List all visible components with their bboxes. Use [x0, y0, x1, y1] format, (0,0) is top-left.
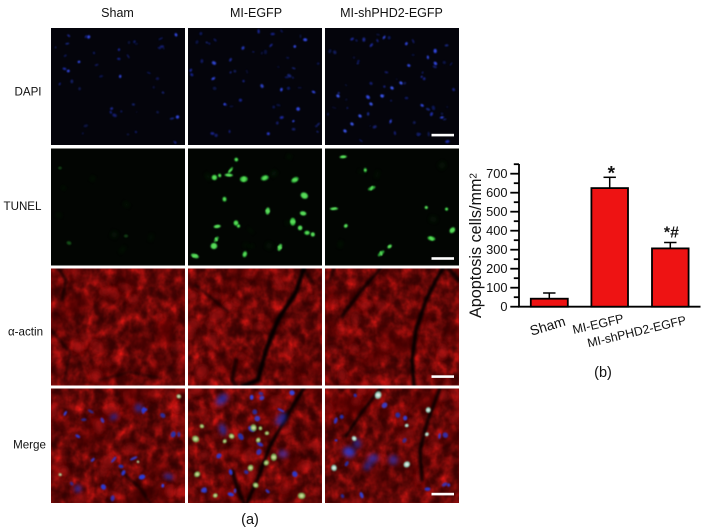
svg-text:600: 600: [486, 185, 507, 200]
svg-text:*#: *#: [664, 225, 679, 242]
svg-text:0: 0: [500, 299, 507, 314]
svg-text:α-actin: α-actin: [8, 326, 43, 339]
svg-text:700: 700: [486, 166, 507, 181]
svg-text:MI-EGFP: MI-EGFP: [230, 6, 282, 20]
svg-text:300: 300: [486, 242, 507, 257]
svg-text:*: *: [608, 164, 616, 185]
svg-text:(a): (a): [241, 512, 259, 528]
svg-text:400: 400: [486, 223, 507, 238]
svg-text:500: 500: [486, 204, 507, 219]
svg-text:100: 100: [486, 280, 507, 295]
svg-text:MI-shPHD2-EGFP: MI-shPHD2-EGFP: [340, 6, 443, 20]
svg-text:TUNEL: TUNEL: [3, 200, 42, 213]
svg-text:Sham: Sham: [101, 6, 134, 20]
svg-text:DAPI: DAPI: [14, 86, 41, 99]
svg-text:Merge: Merge: [13, 439, 46, 452]
svg-text:(b): (b): [594, 365, 612, 381]
svg-text:200: 200: [486, 261, 507, 276]
svg-text:Apoptosis cells/mm2: Apoptosis cells/mm2: [467, 173, 485, 318]
